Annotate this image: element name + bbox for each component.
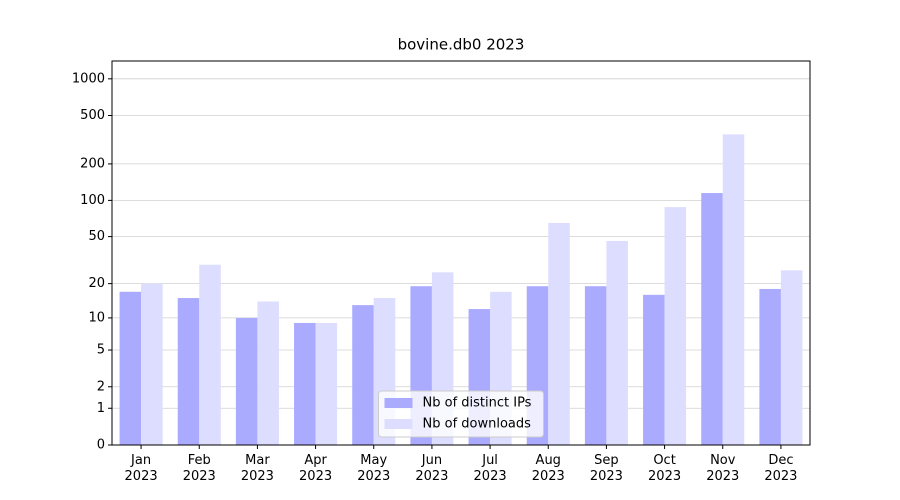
y-tick-label: 10 xyxy=(88,310,105,325)
bar xyxy=(584,286,607,445)
y-tick-label: 100 xyxy=(80,193,105,208)
legend: Nb of distinct IPs Nb of downloads xyxy=(378,390,544,438)
legend-box xyxy=(378,390,544,438)
y-tick-label: 50 xyxy=(88,229,105,244)
y-tick-label: 20 xyxy=(88,276,105,291)
bar xyxy=(235,317,258,445)
x-tick-label: Aug 2023 xyxy=(531,453,565,484)
bar xyxy=(119,291,142,445)
chart-title: bovine.db0 2023 xyxy=(398,36,525,54)
bar xyxy=(780,270,803,445)
plot-frame xyxy=(111,60,811,446)
legend-label: Nb of downloads xyxy=(423,417,532,432)
y-tick-label: 5 xyxy=(97,343,105,358)
x-tick-label: Feb 2023 xyxy=(182,453,216,484)
x-tick-label: Apr 2023 xyxy=(299,453,333,484)
bar xyxy=(257,301,279,445)
bar xyxy=(722,134,745,445)
bar xyxy=(177,298,200,445)
bar xyxy=(294,322,316,445)
x-tick-label: Jul 2023 xyxy=(473,453,507,484)
x-tick-label: May 2023 xyxy=(357,453,391,484)
x-tick-label: Oct 2023 xyxy=(648,453,682,484)
bar xyxy=(141,283,163,445)
bar xyxy=(606,240,628,445)
grid xyxy=(112,78,810,446)
x-tick-label: Dec 2023 xyxy=(764,453,798,484)
bar xyxy=(701,193,723,445)
bar xyxy=(664,207,687,445)
x-tick-label: Sep 2023 xyxy=(589,453,623,484)
x-tick-label: Nov 2023 xyxy=(706,453,740,484)
bar xyxy=(315,322,338,445)
y-tick-label: 1000 xyxy=(72,71,105,86)
legend-swatch xyxy=(384,419,413,429)
bar xyxy=(199,264,221,445)
y-tick-label: 2 xyxy=(97,379,105,394)
legend-label: Nb of distinct IPs xyxy=(423,396,532,411)
y-tick-label: 500 xyxy=(80,108,105,123)
y-tick-label: 0 xyxy=(97,438,105,453)
x-tick-label: Jun 2023 xyxy=(415,453,449,484)
bar xyxy=(352,305,374,445)
x-tick-label: Jan 2023 xyxy=(124,453,158,484)
y-tick-label: 200 xyxy=(80,156,105,171)
bar xyxy=(548,222,570,445)
bar xyxy=(643,294,665,445)
x-tick-label: Mar 2023 xyxy=(240,453,274,484)
bar xyxy=(759,288,781,445)
legend-swatch xyxy=(384,398,413,408)
y-tick-label: 1 xyxy=(97,401,105,416)
